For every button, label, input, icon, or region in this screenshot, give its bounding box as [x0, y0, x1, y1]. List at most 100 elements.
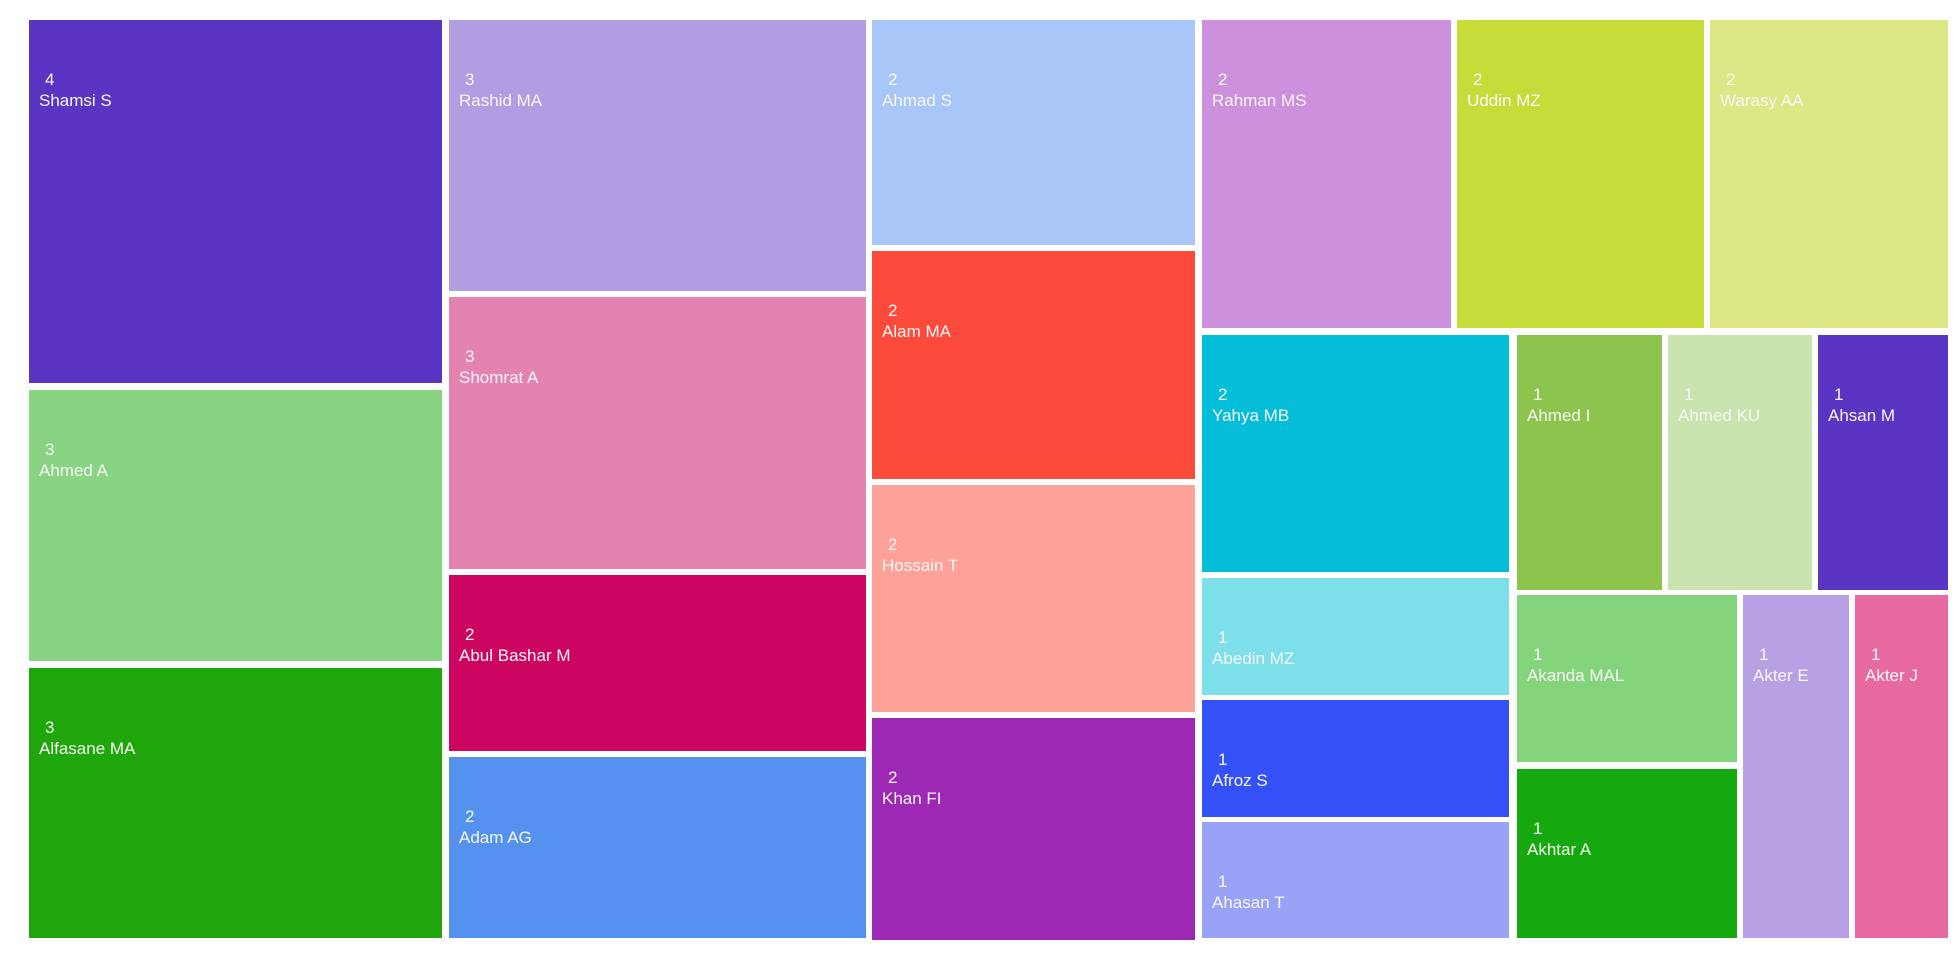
cell-value: 2 [1473, 70, 1483, 89]
cell-text: 1 Akanda MAL [1517, 595, 1737, 686]
treemap-cell[interactable]: 1 Ahmed KU [1668, 335, 1812, 590]
cell-text: 2 Alam MA [872, 251, 1195, 342]
cell-value: 1 [1759, 645, 1769, 664]
cell-text: 3 Alfasane MA [29, 668, 442, 759]
cell-label: Shomrat A [459, 368, 539, 387]
cell-text: 1 Afroz S [1202, 700, 1509, 791]
cell-value: 2 [888, 535, 898, 554]
treemap-cell[interactable]: 1 Ahsan M [1818, 335, 1948, 590]
cell-text: 2 Khan FI [872, 718, 1195, 809]
cell-text: 2 Hossain T [872, 485, 1195, 576]
treemap-cell[interactable]: 3 Ahmed A [29, 390, 442, 661]
treemap-cell[interactable]: 2 Khan FI [872, 718, 1195, 940]
cell-value: 3 [45, 718, 55, 737]
cell-label: Uddin MZ [1467, 91, 1541, 110]
treemap-cell[interactable]: 1 Ahasan T [1202, 822, 1509, 938]
cell-text: 2 Adam AG [449, 757, 866, 848]
cell-label: Alam MA [882, 322, 951, 341]
treemap-cell[interactable]: 1 Afroz S [1202, 700, 1509, 817]
treemap-cell[interactable]: 2 Abul Bashar M [449, 575, 866, 751]
cell-text: 2 Yahya MB [1202, 335, 1509, 426]
cell-label: Ahmad S [882, 91, 952, 110]
cell-text: 1 Akter E [1743, 595, 1849, 686]
cell-label: Akhtar A [1527, 840, 1592, 859]
cell-value: 1 [1218, 872, 1228, 891]
cell-value: 3 [465, 347, 475, 366]
treemap-cell[interactable]: 3 Rashid MA [449, 20, 866, 291]
cell-value: 2 [465, 807, 475, 826]
treemap-cell[interactable]: 3 Shomrat A [449, 297, 866, 569]
cell-text: 1 Ahasan T [1202, 822, 1509, 913]
cell-value: 1 [1533, 385, 1543, 404]
cell-text: 1 Ahsan M [1818, 335, 1948, 426]
treemap-cell[interactable]: 2 Ahmad S [872, 20, 1195, 245]
cell-label: Adam AG [459, 828, 532, 847]
cell-text: 1 Ahmed KU [1668, 335, 1812, 426]
treemap-cell[interactable]: 1 Akanda MAL [1517, 595, 1737, 762]
treemap-cell[interactable]: 2 Uddin MZ [1457, 20, 1704, 328]
treemap-cell[interactable]: 2 Hossain T [872, 485, 1195, 712]
cell-label: Akanda MAL [1527, 666, 1625, 685]
cell-label: Khan FI [882, 789, 942, 808]
cell-text: 3 Rashid MA [449, 20, 866, 111]
treemap-cell[interactable]: 2 Yahya MB [1202, 335, 1509, 572]
cell-value: 1 [1834, 385, 1844, 404]
treemap-cell[interactable]: 2 Alam MA [872, 251, 1195, 479]
cell-text: 3 Ahmed A [29, 390, 442, 481]
cell-value: 1 [1533, 645, 1543, 664]
cell-text: 2 Warasy AA [1710, 20, 1948, 111]
treemap-cell[interactable]: 1 Akhtar A [1517, 769, 1737, 938]
treemap-cell[interactable]: 2 Warasy AA [1710, 20, 1948, 328]
treemap-cell[interactable]: 1 Abedin MZ [1202, 578, 1509, 695]
cell-label: Shamsi S [39, 91, 112, 110]
cell-label: Hossain T [882, 556, 959, 575]
cell-label: Abul Bashar M [459, 646, 571, 665]
cell-text: 2 Ahmad S [872, 20, 1195, 111]
cell-text: 2 Uddin MZ [1457, 20, 1704, 111]
cell-text: 1 Akter J [1855, 595, 1948, 686]
cell-value: 2 [888, 768, 898, 787]
cell-value: 1 [1684, 385, 1694, 404]
treemap-cell[interactable]: 4 Shamsi S [29, 20, 442, 383]
cell-label: Akter J [1865, 666, 1918, 685]
cell-text: 3 Shomrat A [449, 297, 866, 388]
cell-label: Rahman MS [1212, 91, 1307, 110]
cell-value: 2 [465, 625, 475, 644]
cell-label: Akter E [1753, 666, 1809, 685]
treemap-cell[interactable]: 1 Akter J [1855, 595, 1948, 938]
treemap-cell[interactable]: 1 Akter E [1743, 595, 1849, 938]
cell-label: Alfasane MA [39, 739, 136, 758]
cell-text: 4 Shamsi S [29, 20, 442, 111]
cell-value: 1 [1533, 819, 1543, 838]
cell-text: 1 Abedin MZ [1202, 578, 1509, 669]
cell-label: Ahmed A [39, 461, 108, 480]
cell-value: 2 [1218, 70, 1228, 89]
treemap-cell[interactable]: 2 Rahman MS [1202, 20, 1451, 328]
treemap-cell[interactable]: 2 Adam AG [449, 757, 866, 938]
cell-text: 2 Rahman MS [1202, 20, 1451, 111]
cell-label: Warasy AA [1720, 91, 1804, 110]
cell-value: 1 [1871, 645, 1881, 664]
cell-value: 3 [465, 70, 475, 89]
treemap-cell[interactable]: 3 Alfasane MA [29, 668, 442, 938]
cell-label: Afroz S [1212, 771, 1268, 790]
cell-value: 1 [1218, 750, 1228, 769]
cell-value: 2 [888, 70, 898, 89]
cell-label: Rashid MA [459, 91, 543, 110]
cell-value: 4 [45, 70, 55, 89]
cell-value: 2 [888, 301, 898, 320]
cell-value: 2 [1726, 70, 1736, 89]
cell-label: Abedin MZ [1212, 649, 1295, 668]
cell-label: Ahasan T [1212, 893, 1285, 912]
treemap-cell[interactable]: 1 Ahmed I [1517, 335, 1662, 590]
cell-label: Ahsan M [1828, 406, 1896, 425]
cell-text: 1 Akhtar A [1517, 769, 1737, 860]
cell-value: 3 [45, 440, 55, 459]
cell-value: 2 [1218, 385, 1228, 404]
cell-text: 1 Ahmed I [1517, 335, 1662, 426]
cell-value: 1 [1218, 628, 1228, 647]
cell-label: Ahmed I [1527, 406, 1591, 425]
cell-label: Ahmed KU [1678, 406, 1761, 425]
cell-text: 2 Abul Bashar M [449, 575, 866, 666]
